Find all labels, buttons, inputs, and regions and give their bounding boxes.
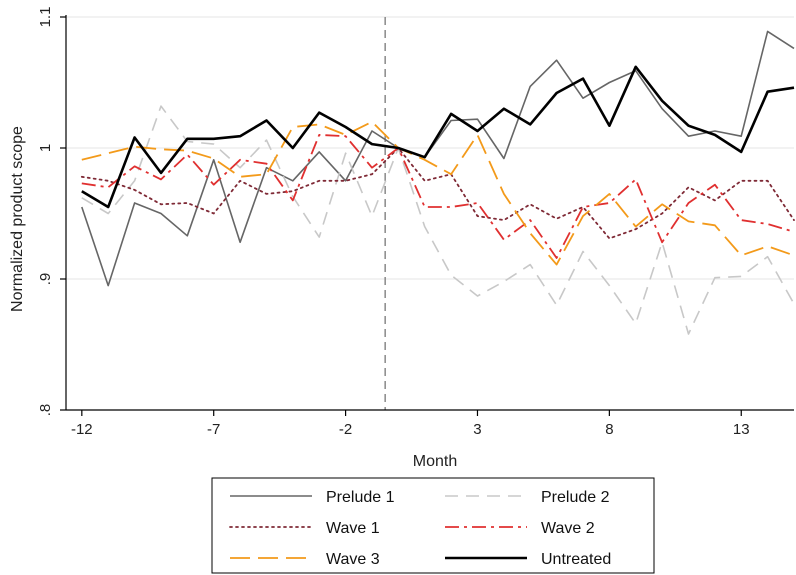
- series-line-prelude-1: [81, 30, 795, 287]
- legend-label-prelude-1: Prelude 1: [326, 489, 395, 506]
- x-tick-label: -7: [207, 421, 220, 438]
- legend-label-wave-3: Wave 3: [326, 551, 380, 568]
- y-tick-label: .8: [37, 404, 54, 417]
- legend-box: [211, 477, 655, 574]
- series-lines: [80, 30, 795, 335]
- y-axis-title: Normalized product scope: [9, 126, 26, 312]
- legend-label-untreated: Untreated: [541, 551, 611, 568]
- axes: [65, 15, 794, 411]
- x-tick-label: 3: [473, 421, 481, 438]
- y-tick-label: 1.1: [37, 7, 54, 28]
- legend-label-prelude-2: Prelude 2: [541, 489, 610, 506]
- series-line-untreated: [81, 65, 795, 209]
- tick-labels: -12 -7 -2 3 8 13 .8 .9 1 1.1: [37, 7, 750, 438]
- legend-label-wave-1: Wave 1: [326, 520, 380, 537]
- series-line-wave-3: [81, 120, 795, 266]
- series-line-prelude-2: [81, 105, 795, 335]
- y-tick-label: .9: [37, 273, 54, 286]
- series-line-wave-2: [81, 133, 795, 259]
- x-axis-title: Month: [413, 453, 457, 470]
- legend-label-wave-2: Wave 2: [541, 520, 595, 537]
- y-tick-label: 1: [37, 144, 54, 152]
- x-tick-label: -2: [339, 421, 352, 438]
- x-tick-label: -12: [71, 421, 93, 438]
- series-line-wave-1: [80, 147, 795, 240]
- x-tick-label: 13: [733, 421, 750, 438]
- x-tick-label: 8: [605, 421, 613, 438]
- legend: Prelude 1 Prelude 2 Wave 1 Wave 2 Wave 3 Untr…: [211, 477, 655, 574]
